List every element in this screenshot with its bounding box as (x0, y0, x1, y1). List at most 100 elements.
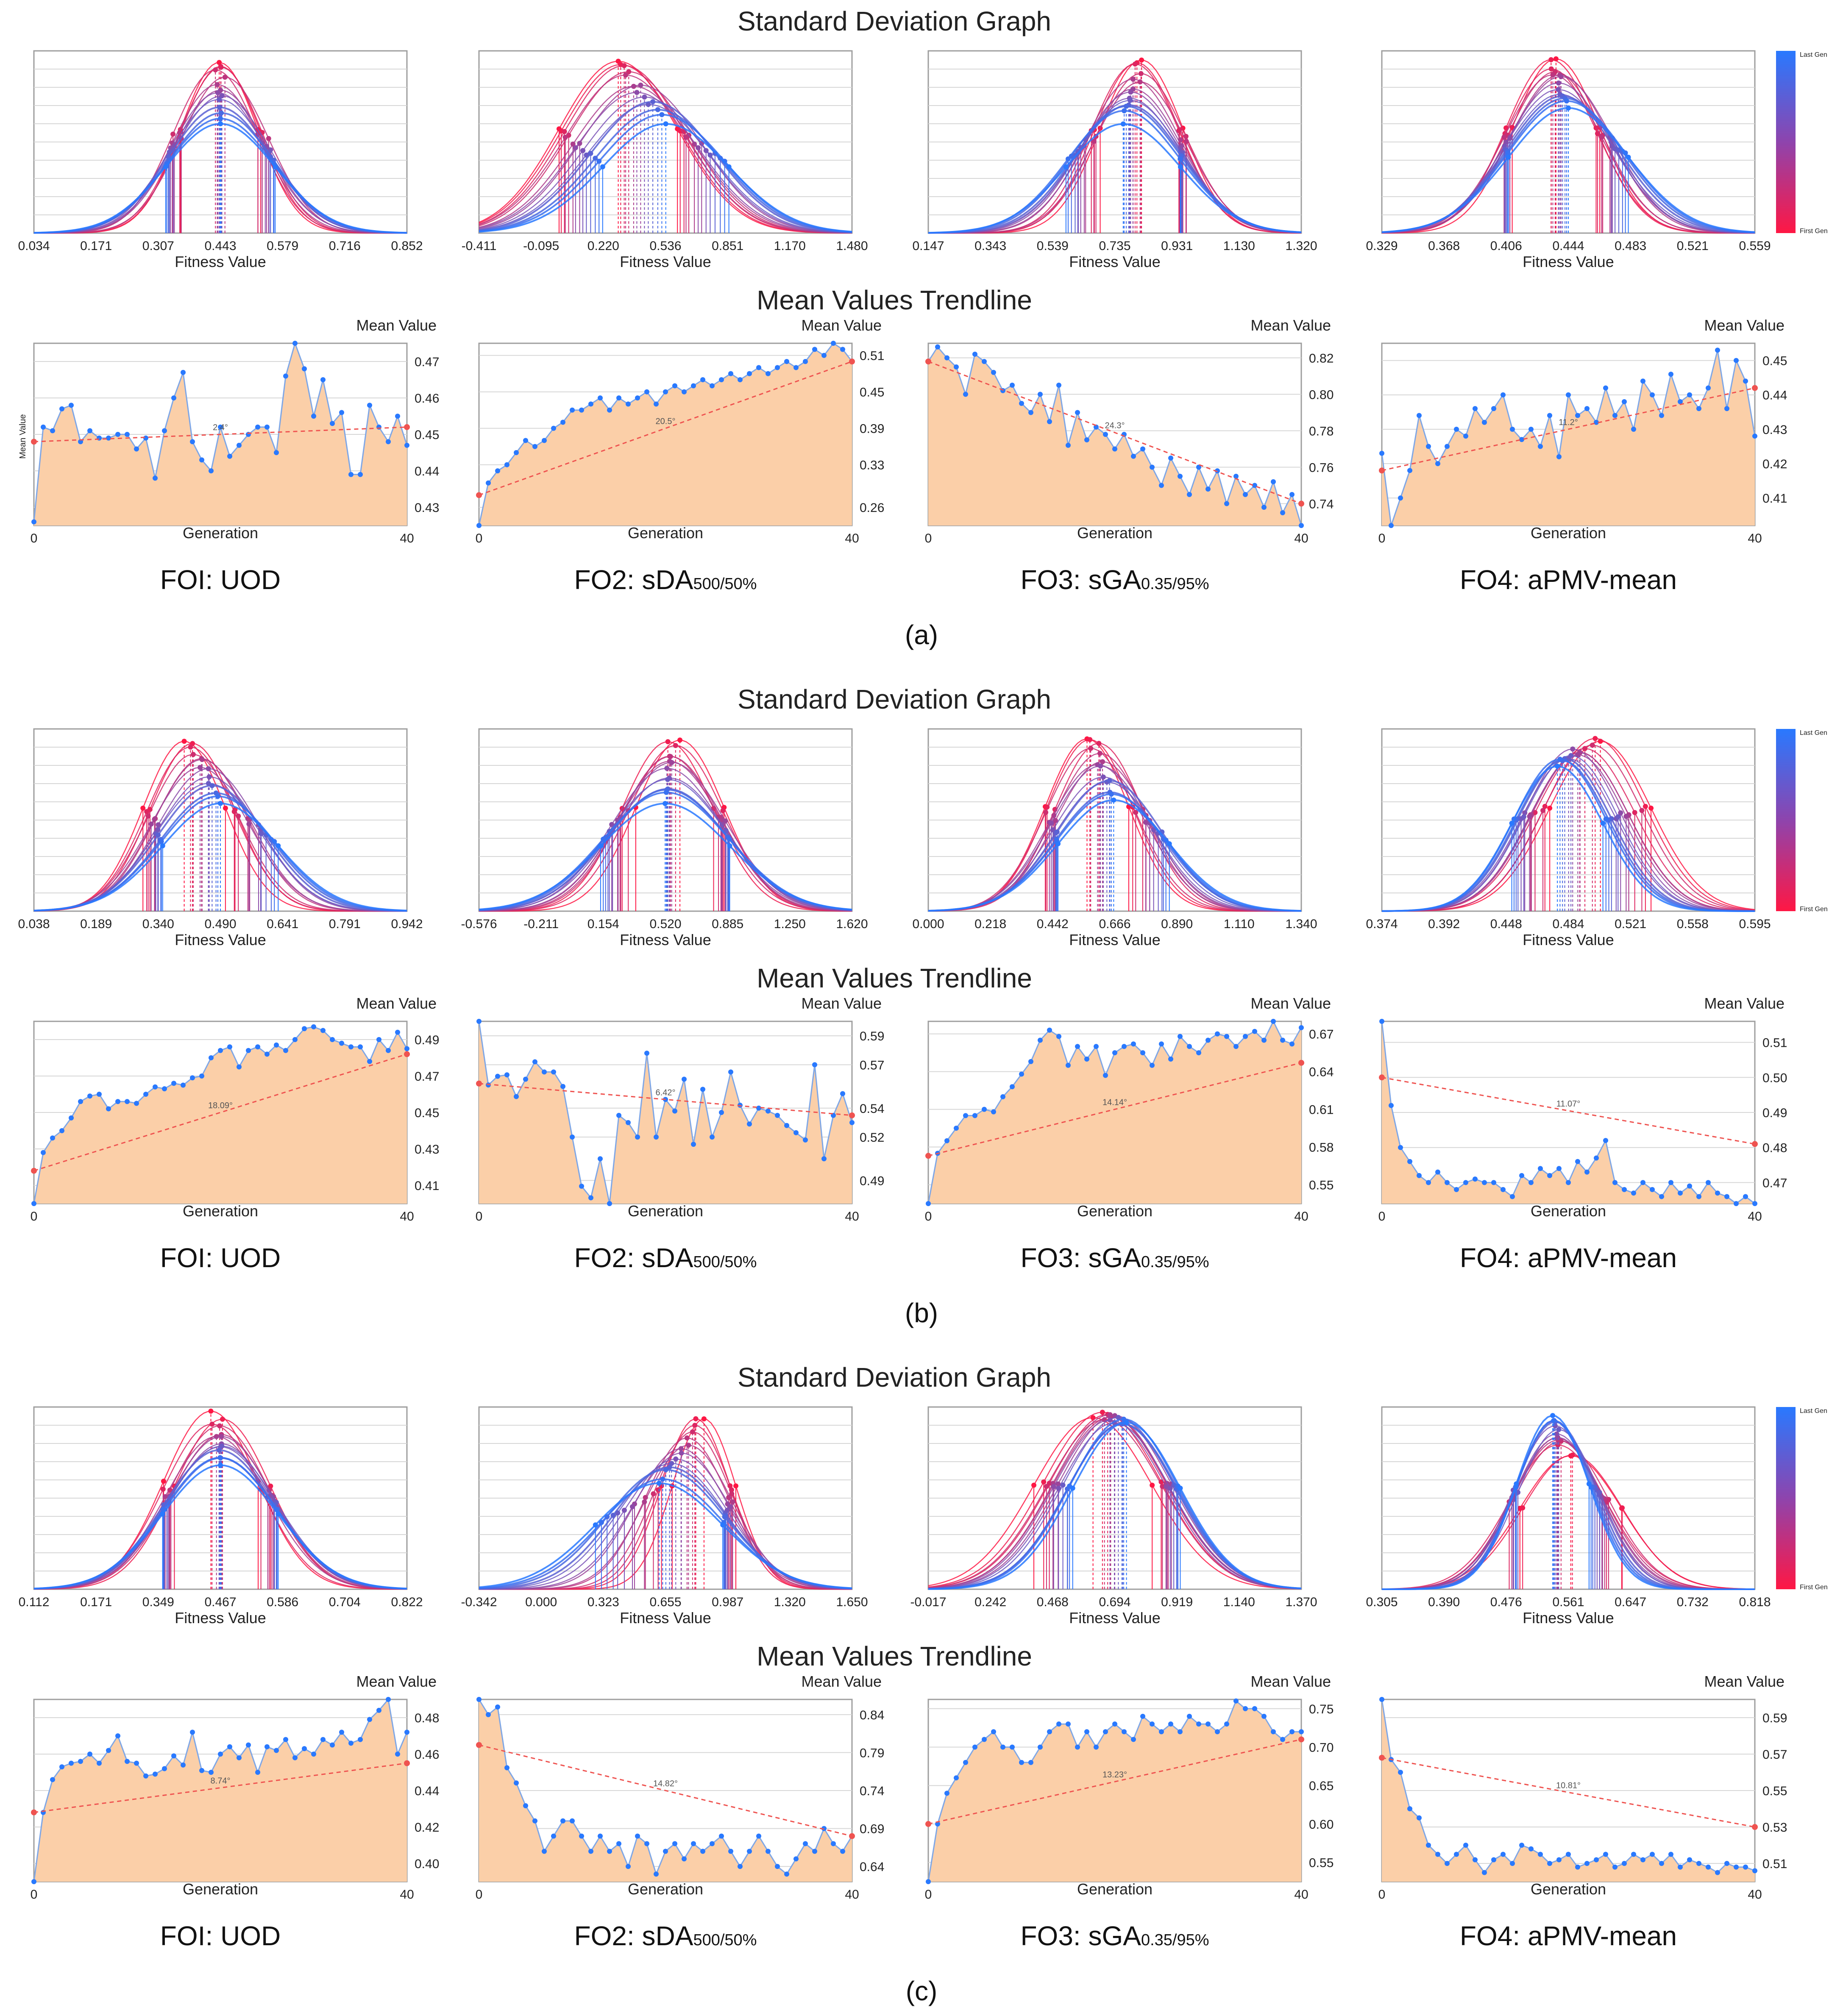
trend-point (69, 1760, 74, 1766)
trend-point (775, 365, 780, 370)
trend-end-point (1752, 385, 1758, 391)
trend-point (570, 1135, 575, 1140)
trend-point (1724, 1194, 1729, 1199)
trend-point (644, 389, 649, 395)
trend-point (1252, 483, 1257, 488)
trend-point (1482, 1180, 1487, 1185)
trend-point (115, 432, 120, 437)
trend-point (840, 1849, 845, 1854)
trend-point (1734, 1864, 1739, 1870)
trend-point (1019, 400, 1024, 406)
trend-point (1140, 1713, 1145, 1719)
sd-sigma-point (1521, 814, 1526, 820)
trend-point (386, 1048, 391, 1053)
trend-point (1528, 1180, 1534, 1185)
sd-x-tick: 0.558 (1677, 917, 1709, 931)
trend-point (386, 1697, 391, 1702)
sd-sigma-point (1055, 1481, 1061, 1487)
trend-point (274, 450, 279, 455)
sd-mean-point (1555, 763, 1560, 769)
trend-point (1187, 492, 1192, 497)
trend-point (404, 1046, 409, 1051)
trend-y-tick: 0.49 (1762, 1106, 1787, 1120)
sd-x-tick: 1.620 (836, 917, 868, 931)
sd-mean-point (1122, 108, 1127, 114)
sd-mean-point (218, 121, 223, 127)
trend-point (691, 1841, 696, 1846)
sd-mean-point (1551, 1418, 1556, 1424)
trend-point (1084, 1729, 1089, 1735)
trend-area (34, 1026, 407, 1204)
sd-graph-1: 0.038 0.189 0.340 0.490 0.641 0.791 0.942 Fitne… (18, 728, 423, 948)
trend-x-tick-start: 0 (1378, 1888, 1386, 1902)
trend-y-tick: 0.82 (1309, 351, 1334, 365)
trend-area (928, 347, 1301, 526)
trend-point (367, 1717, 372, 1722)
sd-curve (479, 762, 852, 912)
trend-point (616, 1112, 621, 1118)
sd-sigma-point (1044, 1484, 1049, 1489)
sd-mean-point (663, 1467, 668, 1473)
trend-point (682, 1076, 687, 1082)
trend-y-tick: 0.53 (1762, 1821, 1787, 1835)
trend-point (1603, 1852, 1608, 1857)
sd-mean-point (206, 774, 212, 779)
trend-point (1243, 492, 1248, 497)
trend-point (1519, 437, 1524, 442)
trend-point (626, 401, 631, 407)
sd-curve (479, 101, 852, 234)
trend-y-tick: 0.51 (1762, 1036, 1787, 1050)
sd-x-tick: 0.392 (1428, 917, 1460, 931)
trend-point (654, 1135, 659, 1140)
sd-x-tick: 0.442 (1037, 917, 1069, 931)
sd-sigma-point (730, 1499, 735, 1504)
trend-point (1454, 1187, 1459, 1192)
sd-mean-point (1564, 98, 1569, 104)
sd-mean-point (1139, 57, 1144, 63)
sd-mean-point (663, 790, 669, 795)
sd-sigma-point (720, 808, 726, 813)
trend-point (330, 421, 335, 426)
trend-point (255, 1044, 260, 1050)
trend-point (162, 428, 167, 434)
trend-y-tick: 0.74 (860, 1784, 884, 1798)
trend-start-point (31, 439, 37, 445)
trend-point (588, 1195, 593, 1201)
trend-point (1463, 434, 1468, 439)
trend-point (1028, 410, 1033, 415)
sd-sigma-point (727, 837, 732, 842)
trend-point (1112, 1050, 1117, 1056)
trend-point (1612, 413, 1617, 418)
sd-x-tick: 0.443 (204, 239, 236, 253)
trend-point (218, 1752, 223, 1757)
trend-point (31, 519, 36, 525)
sd-mean-point (216, 1447, 222, 1453)
trend-x-label: Generation (1077, 1202, 1153, 1220)
trend-point (551, 425, 556, 431)
trend-point (728, 1849, 733, 1854)
trend-point (1233, 473, 1239, 479)
sd-curve (479, 84, 852, 234)
sd-mean-point (218, 801, 223, 806)
trend-x-label: Generation (1531, 1880, 1606, 1898)
sd-x-tick: 1.250 (774, 917, 806, 931)
sd-mean-point (693, 1416, 699, 1421)
sd-x-tick: -0.211 (523, 917, 559, 931)
trend-point (1389, 1103, 1394, 1108)
trend-y-tick: 0.44 (1762, 389, 1787, 403)
trend-area (479, 1021, 852, 1204)
trend-point (1150, 464, 1155, 470)
trend-point (1659, 1861, 1664, 1866)
trend-point (404, 1730, 409, 1735)
sd-sigma-point (1043, 809, 1049, 815)
sd-sigma-point (1150, 1482, 1155, 1488)
trend-point (1398, 1770, 1403, 1775)
trend-x-label: Generation (1077, 524, 1153, 542)
trend-point (1445, 1861, 1450, 1866)
sd-sigma-point (1178, 1485, 1183, 1491)
trend-point (292, 1037, 298, 1042)
trend-area (1382, 1021, 1755, 1204)
sd-graph-1: 0.112 0.171 0.349 0.467 0.586 0.704 0.822 Fitne… (19, 1406, 423, 1627)
trend-point (775, 1864, 780, 1869)
trend-point (812, 1062, 817, 1068)
